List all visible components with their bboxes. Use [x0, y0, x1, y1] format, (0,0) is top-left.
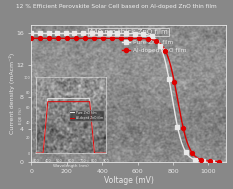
Y-axis label: EQE (%): EQE (%): [18, 107, 22, 124]
Y-axis label: Current density (mAcm⁻²): Current density (mAcm⁻²): [9, 53, 14, 134]
X-axis label: Wavelength (nm): Wavelength (nm): [53, 164, 89, 168]
Legend: Pure ZnO film, Al-doped ZnO film: Pure ZnO film, Al-doped ZnO film: [120, 38, 188, 55]
X-axis label: Voltage (mV): Voltage (mV): [104, 176, 154, 185]
Text: 12 % Efficient Perovskite Solar Cell based on Al-doped ZnO thin film: 12 % Efficient Perovskite Solar Cell bas…: [16, 4, 217, 9]
Text: 440 nm thick ZnO film: 440 nm thick ZnO film: [89, 29, 168, 35]
Legend: Pure ZnO film, Al-doped ZnO film: Pure ZnO film, Al-doped ZnO film: [69, 110, 104, 121]
